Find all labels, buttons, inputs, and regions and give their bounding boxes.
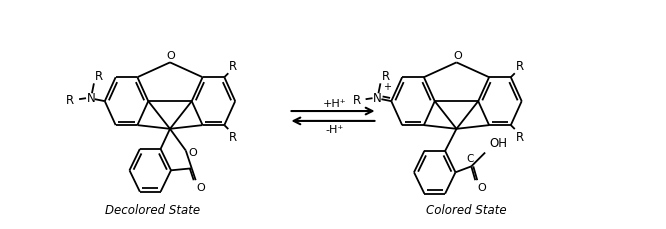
Text: N: N [87,91,95,104]
Text: R: R [229,131,237,143]
Text: O: O [478,182,486,192]
Text: R: R [352,93,361,106]
Text: R: R [95,70,103,83]
Text: R: R [66,93,74,106]
Text: -H⁺: -H⁺ [326,124,344,134]
Text: N: N [373,91,382,104]
Text: Colored State: Colored State [426,203,507,216]
Text: O: O [166,51,175,61]
Text: +: + [384,82,392,92]
Text: C: C [467,154,474,164]
Text: R: R [515,131,524,143]
Text: O: O [196,182,205,192]
Text: O: O [188,147,198,157]
Text: OH: OH [489,136,507,149]
Text: Decolored State: Decolored State [105,203,200,216]
Text: R: R [229,60,237,73]
Text: +H⁺: +H⁺ [323,99,347,109]
Text: R: R [382,70,390,83]
Text: R: R [515,60,524,73]
Text: O: O [453,51,462,61]
